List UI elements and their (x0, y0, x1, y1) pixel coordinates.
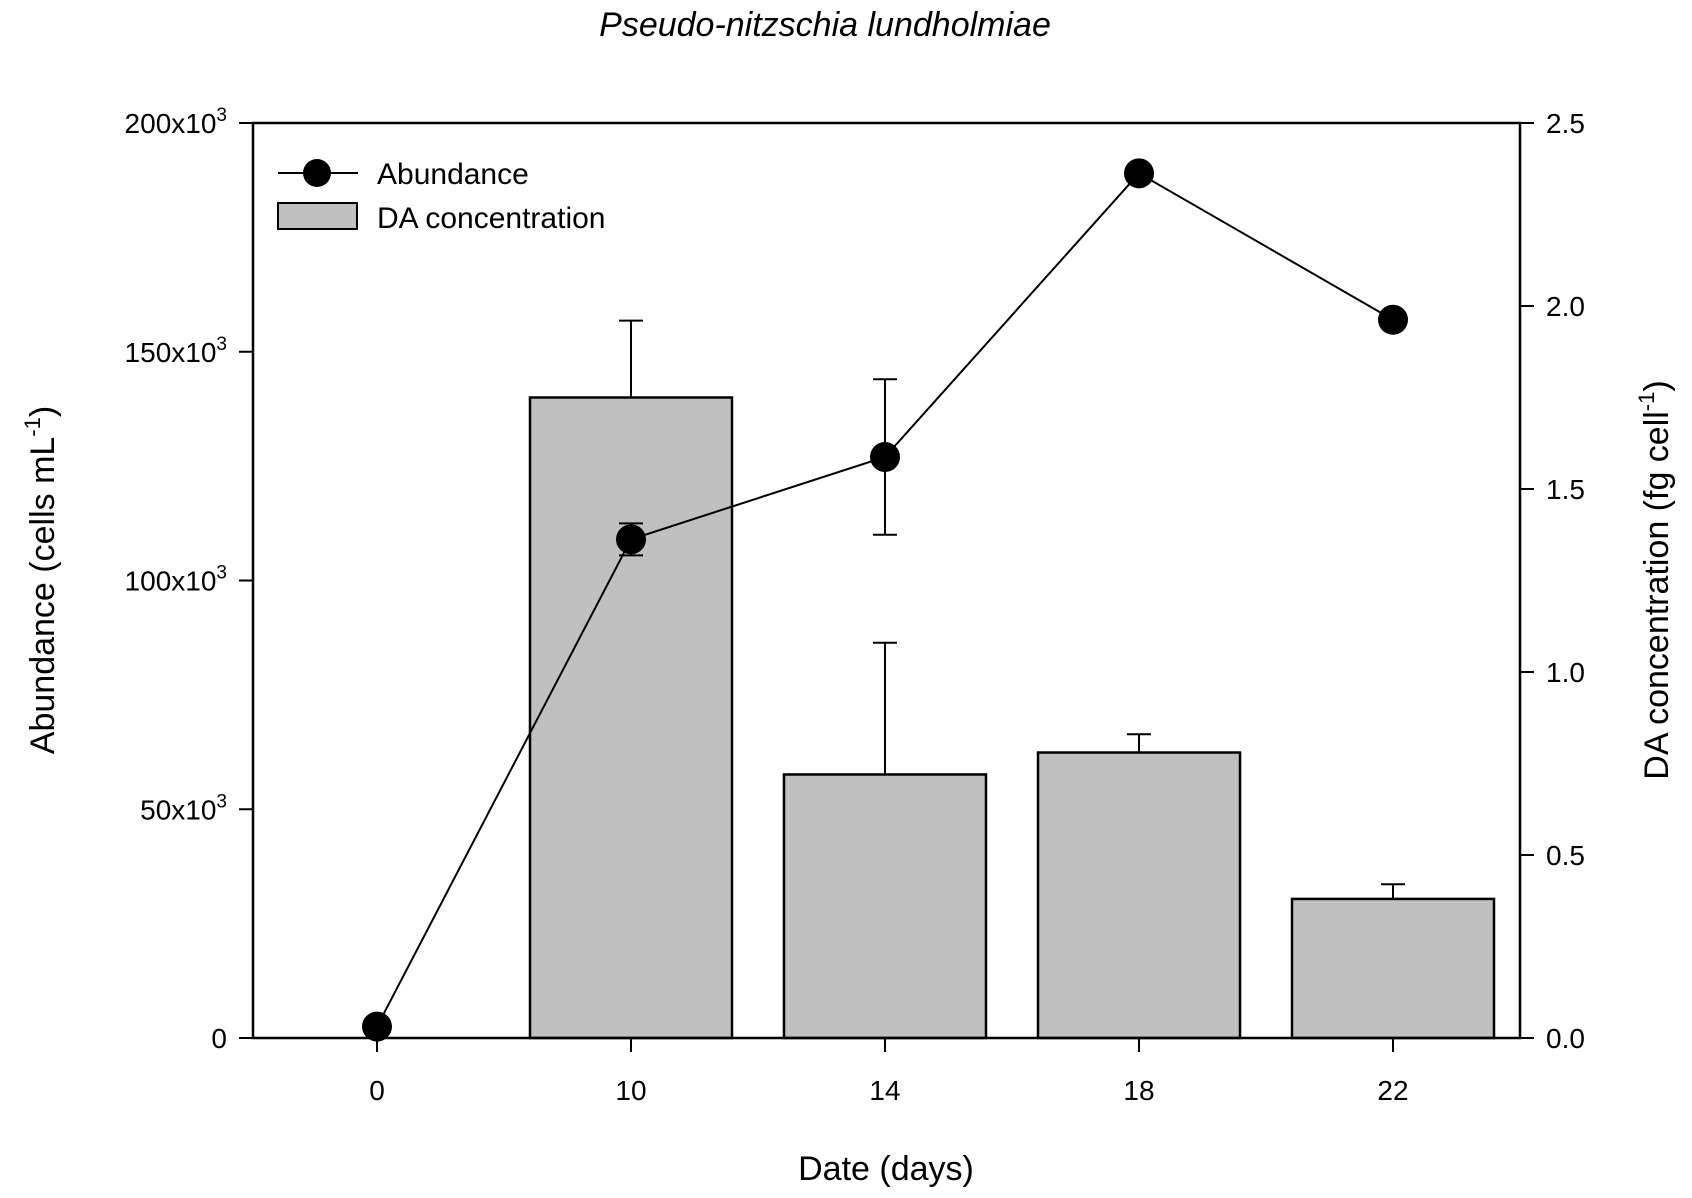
right-axis-title-close: ) (1638, 380, 1676, 391)
abundance-point-10 (616, 524, 646, 555)
left-axis-title-close: ) (24, 406, 62, 417)
right-tick-label: 2.5 (1546, 108, 1585, 139)
bar-error-group (619, 319, 1405, 899)
bar-18 (1036, 751, 1242, 1040)
bar-10 (528, 396, 734, 1040)
right-tick-label: 0.5 (1546, 840, 1585, 871)
x-tick-label: 22 (1377, 1075, 1408, 1106)
abundance-point-0 (362, 1011, 392, 1042)
abundance-point-18 (1124, 158, 1154, 189)
legend-da-label: DA concentration (377, 202, 605, 235)
right-axis-title: DA concentration (fg cell-1) (1634, 380, 1676, 779)
left-tick-label: 150x103 (125, 334, 227, 368)
x-tick-label: 14 (869, 1075, 900, 1106)
x-tick-label: 18 (1123, 1075, 1154, 1106)
right-tick-label: 0.0 (1546, 1023, 1585, 1054)
abundance-point-22 (1378, 304, 1408, 335)
x-tick-label: 0 (369, 1075, 385, 1106)
left-axis-title-main: Abundance (cells mL (24, 437, 62, 755)
left-axis-title: Abundance (cells mL-1) (20, 406, 62, 754)
x-axis: 0 10 14 18 22 (369, 1038, 1409, 1106)
left-axis: 0 50x103 100x103 150x103 200x103 (125, 105, 253, 1054)
left-tick-label: 100x103 (125, 563, 227, 597)
abundance-point-14 (870, 441, 900, 472)
bar-14 (782, 773, 988, 1040)
x-axis-title: Date (days) (798, 1150, 974, 1188)
left-tick-label: 200x103 (125, 105, 227, 139)
left-tick-label: 0 (211, 1023, 227, 1054)
bar-group (528, 396, 1496, 1040)
right-axis-title-sup: -1 (1634, 392, 1659, 412)
right-axis-title-main: DA concentration (fg cell (1638, 411, 1676, 780)
x-tick-label: 10 (615, 1075, 646, 1106)
left-tick-label: 50x103 (140, 791, 227, 825)
line-series-group (362, 158, 1408, 1042)
right-tick-label: 1.0 (1546, 657, 1585, 688)
bar-22 (1290, 897, 1496, 1040)
right-tick-label: 2.0 (1546, 291, 1585, 322)
legend: Abundance DA concentration (277, 158, 605, 235)
legend-da-swatch (277, 202, 358, 230)
legend-abundance-marker (303, 159, 331, 187)
left-axis-title-sup: -1 (20, 417, 45, 437)
chart-title: Pseudo-nitzschia lundholmiae (599, 6, 1051, 44)
legend-abundance-label: Abundance (377, 158, 529, 191)
right-axis: 0.0 0.5 1.0 1.5 2.0 2.5 (1520, 108, 1585, 1054)
right-tick-label: 1.5 (1546, 474, 1585, 505)
